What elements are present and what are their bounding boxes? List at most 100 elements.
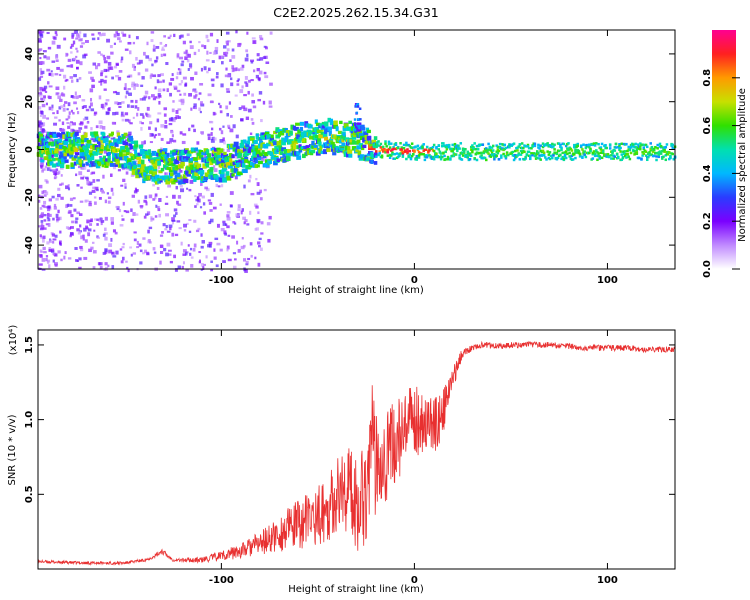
spectrogram-cell [164,202,169,205]
spectrogram-cell [174,233,179,237]
spectrogram-cell [120,56,124,61]
spectrogram-cell [70,162,74,168]
spectrogram-cell [664,145,668,149]
spectrogram-cell [91,189,96,193]
spectrogram-cell [40,250,44,253]
spectrogram-cell [244,268,248,273]
spectrogram-cell [114,90,118,94]
spectrogram-cell [203,66,207,71]
spectrogram-cell [39,75,44,78]
spectrogram-cell [65,118,69,121]
spectrogram-cell [659,152,663,155]
spectrogram-cell [88,150,94,155]
spectrogram-cell [134,213,139,216]
spectrogram-cell [38,38,42,42]
spectrogram-cell [262,136,267,140]
spectrogram-cell [366,129,371,134]
spectrogram-cell [146,106,150,111]
spectrogram-cell [641,154,644,157]
spectrogram-cell [85,150,89,155]
spectrogram-cell [210,147,216,151]
spectrogram-cell [247,108,252,113]
spectrogram-cell [149,165,155,169]
spectrogram-cell [460,158,464,161]
spectrogram-cell [106,192,109,195]
spectrogram-cell [63,74,67,79]
spectrogram-cell [112,157,116,162]
spectrogram-cell [72,111,75,115]
spectrogram-cell [158,94,162,98]
spectrogram-cell [257,220,260,224]
spectrogram-cell [571,158,575,161]
spectrogram-cell [409,156,413,159]
spectrogram-cell [175,109,179,114]
spectrogram-cell [216,242,221,246]
spectrogram-cell [38,194,41,197]
spectrogram-cell [143,51,146,56]
spectrogram-cell [627,145,630,149]
spectrogram-cell [98,262,103,266]
spectrogram-cell [58,216,62,221]
spectrogram-cell [163,53,167,57]
spectrogram-cell [504,155,508,158]
spectrogram-cell [578,152,582,156]
spectrogram-cell [41,157,46,161]
spectrogram-cell [55,157,59,161]
spectrogram-cell [130,218,134,223]
spectrogram-cell [226,225,230,229]
spectrogram-cell [431,155,435,159]
spectrogram-cell [321,121,326,125]
spectrogram-cell [96,223,99,226]
spectrogram-cell [223,45,227,49]
spectrogram-cell [220,227,225,232]
spectrogram-cell [599,148,603,151]
spectrogram-cell [123,162,127,168]
spectrogram-cell [258,77,261,82]
spectrogram-cell [277,131,281,137]
spectrogram-cell [132,252,137,255]
spectrogram-cell [163,164,167,168]
spectrogram-cell [342,132,346,138]
spectrogram-cell [573,153,576,156]
spectrogram-cell [161,48,165,51]
spectrogram-cell [304,121,309,125]
spectrogram-cell [133,190,138,194]
spectrogram-cell [149,241,152,244]
spectrogram-cell [424,148,428,152]
spectrogram-cell [209,171,213,177]
spectrogram-cell [77,157,82,162]
spectrogram-cell [148,126,151,130]
spectrogram-cell [75,217,79,220]
spectrogram-cell [640,157,643,160]
spectrogram-cell [110,131,114,136]
spectrogram-cell [136,112,139,117]
spectrogram-cell [322,132,328,138]
spectrogram-cell [483,150,487,153]
spectrogram-cell [199,83,204,86]
spectrogram-cell [50,73,54,77]
spectrogram-cell [113,65,118,69]
spectrogram-cell [381,145,385,149]
spectrogram-cell [252,105,257,109]
spectrogram-cell [576,142,580,146]
spectrogram-cell [200,268,203,271]
spectrogram-cell [209,167,214,172]
spectrogram-cell [90,138,94,141]
spectrogram-cell [52,169,56,173]
spectrogram-cell [208,157,212,161]
spectrogram-cell [487,148,490,152]
spectrogram-cell [350,126,354,131]
spectrogram-cell [79,245,83,249]
spectrogram-cell [73,31,77,34]
spectrogram-cell [183,51,188,55]
spectrogram-cell [195,198,199,202]
spectrogram-cell [290,148,296,152]
spectrogram-cell [93,229,96,232]
spectrogram-cell [90,172,93,175]
spectrogram-cell [98,120,103,125]
spectrogram-cell [318,141,322,147]
spectrogram-cell [163,35,167,38]
spectrogram-cell [264,75,269,79]
spectrogram-cell [486,150,489,154]
